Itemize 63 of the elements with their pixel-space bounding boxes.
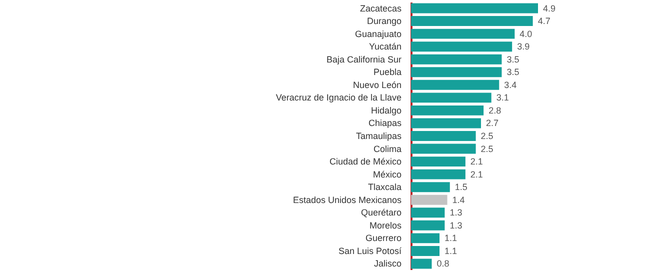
y-tick-label: Nuevo León [352,80,402,90]
data-label: 2.1 [470,156,483,167]
y-tick-label: Durango [366,16,402,26]
bar [411,92,492,103]
y-tick-label: Estados Unidos Mexicanos [292,194,402,205]
data-label: 2.5 [480,144,494,154]
bar [411,80,500,90]
data-label: 2.8 [488,105,502,116]
data-label: 3.5 [506,67,520,78]
bar [411,28,515,39]
bar [411,194,448,205]
data-label: 0.8 [436,258,450,269]
y-tick-label: Guanajuato [354,28,402,39]
data-label: 4.9 [543,3,556,14]
bar [411,156,466,167]
data-label: 4.7 [538,16,550,26]
y-tick-label: Chiapas [368,118,402,128]
y-tick-label: Morelos [369,220,402,230]
bar [411,42,512,52]
data-label: 3.9 [517,42,530,52]
data-label: 1.1 [444,246,458,256]
data-label: 3.4 [504,80,517,90]
y-tick-label: Hidalgo [370,105,402,116]
data-label: 3.1 [496,92,509,103]
data-label: 2.5 [480,131,494,141]
bar [411,246,440,256]
bar [411,67,502,78]
y-tick-label: México [372,169,402,180]
bar [411,182,450,192]
bar [411,131,476,141]
y-tick-label: Zacatecas [360,3,402,14]
y-tick-label: Querétaro [360,208,402,218]
bar [411,233,440,244]
bar [411,118,481,128]
y-tick-label: Guerrero [365,233,402,244]
y-tick-label: Puebla [373,67,402,78]
bar [411,3,538,14]
bar [411,16,533,26]
y-tick-label: Yucatán [368,42,402,52]
data-label: 1.3 [450,220,462,230]
bar [411,169,466,180]
y-tick-label: Baja California Sur [326,54,402,64]
bar [411,144,476,154]
y-tick-label: Tamaulipas [356,131,402,141]
data-label: 4.0 [520,28,532,39]
bar [411,258,432,269]
data-label: 1.4 [452,194,465,205]
bar [411,105,484,116]
data-label: 1.3 [450,208,462,218]
bar [411,54,502,64]
data-label: 2.1 [470,169,483,180]
bar [411,208,445,218]
y-tick-label: Jalisco [374,258,402,269]
data-label: 1.1 [444,233,458,244]
y-tick-label: Ciudad de México [329,156,402,167]
y-tick-label: Colima [373,144,402,154]
y-tick-label: San Luis Potosí [338,246,402,256]
data-label: 1.5 [454,182,468,192]
bar [411,220,445,230]
data-label: 3.5 [506,54,520,64]
data-label: 2.7 [486,118,498,128]
y-tick-label: Veracruz de Ignacio de la Llave [276,92,402,103]
y-tick-label: Tlaxcala [368,182,402,192]
